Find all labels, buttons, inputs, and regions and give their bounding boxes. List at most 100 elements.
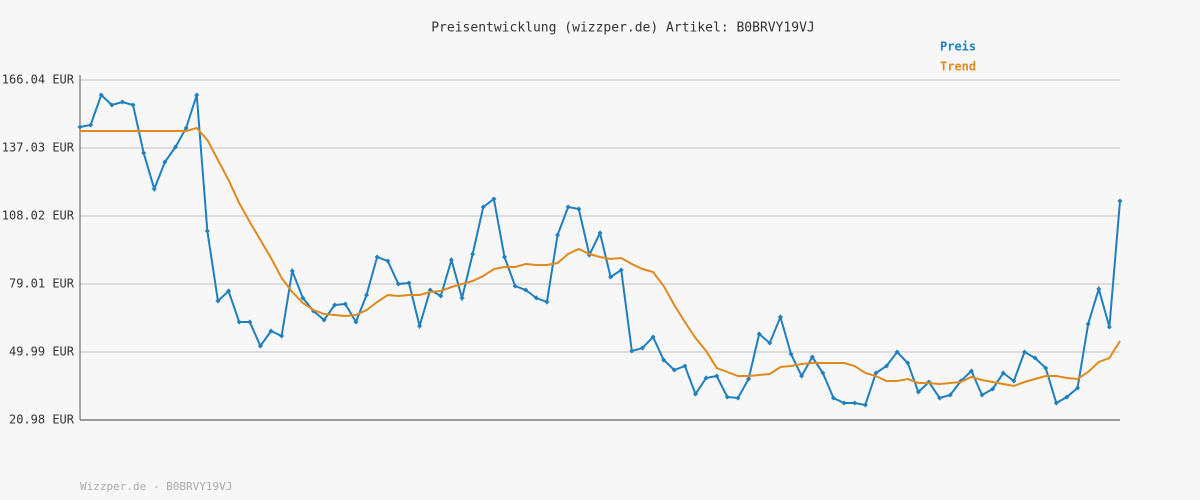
point-marker bbox=[852, 400, 858, 406]
point-marker bbox=[894, 349, 900, 355]
point-marker bbox=[1053, 400, 1059, 406]
point-marker bbox=[639, 345, 645, 351]
point-marker bbox=[194, 92, 200, 98]
point-marker bbox=[491, 196, 497, 202]
point-marker bbox=[470, 251, 476, 257]
point-marker bbox=[661, 357, 667, 363]
point-marker bbox=[1064, 394, 1070, 400]
point-marker bbox=[459, 295, 465, 301]
point-marker bbox=[1075, 385, 1081, 391]
point-marker bbox=[767, 340, 773, 346]
point-marker bbox=[820, 370, 826, 376]
point-marker bbox=[809, 354, 815, 360]
point-marker bbox=[682, 363, 688, 369]
point-marker bbox=[576, 206, 582, 212]
y-tick-label: 166.04 EUR bbox=[2, 73, 75, 87]
point-marker bbox=[565, 204, 571, 210]
point-marker bbox=[374, 254, 380, 260]
point-marker bbox=[289, 268, 295, 274]
point-marker bbox=[1085, 321, 1091, 327]
point-marker bbox=[714, 373, 720, 379]
point-marker bbox=[257, 343, 263, 349]
point-marker bbox=[162, 159, 168, 165]
point-marker bbox=[1106, 324, 1112, 330]
point-marker bbox=[756, 331, 762, 337]
point-marker bbox=[523, 287, 529, 293]
y-tick-label: 79.01 EUR bbox=[9, 276, 75, 290]
point-marker bbox=[448, 257, 454, 263]
point-marker bbox=[873, 370, 879, 376]
point-marker bbox=[1032, 355, 1038, 361]
point-marker bbox=[841, 400, 847, 406]
point-marker bbox=[968, 368, 974, 374]
point-marker bbox=[512, 283, 518, 289]
point-marker bbox=[501, 254, 507, 260]
point-marker bbox=[947, 392, 953, 398]
point-marker bbox=[321, 317, 327, 323]
point-marker bbox=[1043, 365, 1049, 371]
point-marker bbox=[629, 348, 635, 354]
point-marker bbox=[119, 99, 125, 105]
point-marker bbox=[438, 293, 444, 299]
point-marker bbox=[406, 280, 412, 286]
y-tick-label: 108.02 EUR bbox=[2, 208, 75, 222]
point-marker bbox=[693, 391, 699, 397]
point-marker bbox=[703, 375, 709, 381]
point-marker bbox=[109, 102, 115, 108]
point-marker bbox=[417, 323, 423, 329]
point-marker bbox=[990, 386, 996, 392]
point-marker bbox=[544, 299, 550, 305]
point-marker bbox=[597, 230, 603, 236]
point-marker bbox=[385, 258, 391, 264]
point-marker bbox=[364, 292, 370, 298]
point-marker bbox=[226, 288, 232, 294]
point-marker bbox=[88, 122, 94, 128]
point-marker bbox=[353, 319, 359, 325]
point-marker bbox=[915, 389, 921, 395]
point-marker bbox=[268, 328, 274, 334]
point-marker bbox=[279, 333, 285, 339]
point-marker bbox=[1011, 378, 1017, 384]
point-marker bbox=[1000, 370, 1006, 376]
point-marker bbox=[608, 274, 614, 280]
point-marker bbox=[130, 102, 136, 108]
point-marker bbox=[799, 373, 805, 379]
y-tick-label: 137.03 EUR bbox=[2, 140, 75, 154]
point-marker bbox=[342, 301, 348, 307]
point-marker bbox=[77, 124, 83, 130]
point-marker bbox=[480, 204, 486, 210]
point-marker bbox=[395, 281, 401, 287]
point-marker bbox=[533, 295, 539, 301]
point-marker bbox=[862, 402, 868, 408]
chart-title: Preisentwicklung (wizzper.de) Artikel: B… bbox=[431, 21, 815, 36]
point-marker bbox=[1021, 349, 1027, 355]
point-marker bbox=[1117, 198, 1123, 204]
point-marker bbox=[173, 144, 179, 150]
point-marker bbox=[979, 392, 985, 398]
point-marker bbox=[735, 395, 741, 401]
point-marker bbox=[300, 295, 306, 301]
point-marker bbox=[746, 376, 752, 382]
point-marker bbox=[247, 319, 253, 325]
point-marker bbox=[183, 125, 189, 131]
point-marker bbox=[937, 395, 943, 401]
point-marker bbox=[618, 267, 624, 273]
point-marker bbox=[236, 319, 242, 325]
point-marker bbox=[332, 302, 338, 308]
point-marker bbox=[830, 395, 836, 401]
point-marker bbox=[884, 363, 890, 369]
point-marker bbox=[650, 334, 656, 340]
point-marker bbox=[671, 367, 677, 373]
legend-entry: Trend bbox=[940, 60, 976, 74]
point-marker bbox=[1096, 286, 1102, 292]
point-marker bbox=[151, 186, 157, 192]
point-marker bbox=[777, 314, 783, 320]
point-marker bbox=[141, 150, 147, 156]
legend-entry: Preis bbox=[940, 40, 976, 54]
y-tick-label: 49.99 EUR bbox=[9, 345, 75, 359]
point-marker bbox=[204, 228, 210, 234]
footer: Wizzper.de - B0BRVY19VJ bbox=[80, 480, 232, 493]
point-marker bbox=[905, 360, 911, 366]
